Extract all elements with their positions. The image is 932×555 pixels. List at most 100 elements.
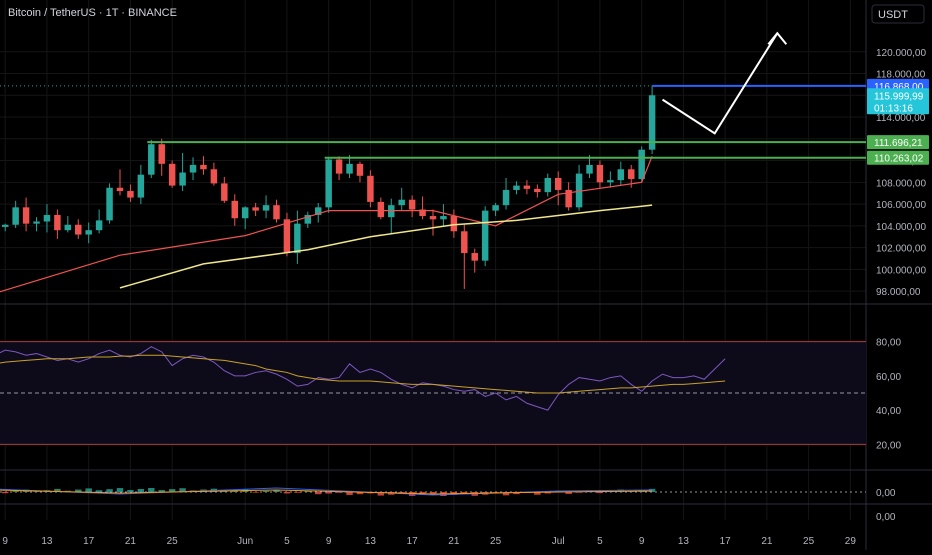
- price-tick-label: 106.000,00: [876, 200, 926, 211]
- trailing-stop-line: [0, 155, 653, 293]
- price-axis[interactable]: 98.000,00 100.000,00 102.000,00 104.000,00 1…: [867, 48, 929, 523]
- candle-body: [575, 173, 583, 208]
- countdown-label: 01:13:16: [874, 103, 913, 114]
- rsi-line: [0, 346, 726, 411]
- time-tick-label: 21: [448, 536, 460, 547]
- time-tick-label: Jul: [552, 536, 565, 547]
- candle-body: [335, 159, 343, 174]
- macd-bar: [252, 492, 259, 493]
- candle-body: [419, 209, 426, 217]
- candle-body: [294, 223, 301, 254]
- rsi-lines: [0, 346, 726, 411]
- candle-body: [648, 95, 656, 150]
- candle-body: [534, 188, 541, 193]
- macd-bar: [262, 490, 270, 492]
- macd-bar: [304, 490, 312, 492]
- time-tick-label: 25: [167, 536, 179, 547]
- currency-button[interactable]: USDT: [871, 4, 925, 24]
- projection-arrowhead: [767, 31, 788, 45]
- macd-bar: [54, 488, 61, 492]
- candle-body: [22, 207, 30, 224]
- macd-bar: [429, 492, 437, 494]
- macd-bar: [575, 492, 583, 493]
- candle-body: [554, 177, 562, 190]
- candle-body: [617, 169, 625, 181]
- candle-body: [502, 189, 510, 206]
- macd-bar: [95, 490, 103, 492]
- price-label-text: 110.263,02: [874, 154, 924, 165]
- currency-label[interactable]: USDT: [878, 9, 908, 21]
- symbol-title: Bitcoin / TetherUS · 1T · BINANCE: [8, 7, 177, 19]
- price-tick-label: 98.000,00: [876, 287, 921, 298]
- macd-bar: [565, 492, 572, 494]
- candle-body: [283, 219, 291, 254]
- candle-body: [106, 187, 113, 221]
- candle-body: [33, 221, 40, 224]
- candle-body: [168, 163, 176, 186]
- candle-body: [304, 214, 312, 224]
- candle-body: [252, 207, 259, 211]
- macd-bar: [314, 492, 322, 495]
- time-tick-label: 21: [761, 536, 773, 547]
- price-label-badge: [867, 135, 929, 150]
- macd-bar: [158, 490, 165, 492]
- candle-body: [127, 191, 134, 198]
- candle-body: [346, 163, 353, 174]
- time-tick-label: 9: [2, 536, 8, 547]
- macd-panel: [0, 487, 866, 496]
- macd-bar: [1, 492, 9, 494]
- candle-body: [221, 183, 228, 201]
- price-label-text: 115.999,99: [874, 91, 924, 102]
- macd-tick-label: 0,00: [876, 488, 896, 499]
- candle-body: [1, 224, 9, 227]
- candle-body: [158, 144, 165, 164]
- candle-body: [471, 253, 478, 261]
- time-tick-label: 17: [720, 536, 732, 547]
- candle-body: [137, 174, 145, 198]
- candle-body: [116, 187, 124, 192]
- candle-body: [492, 205, 499, 211]
- candle-body: [95, 220, 103, 231]
- macd-bar: [137, 489, 145, 492]
- candle-body: [314, 207, 322, 215]
- macd-bar: [273, 490, 280, 492]
- candle-body: [64, 224, 72, 231]
- macd-bar: [283, 492, 291, 494]
- candle-body: [565, 189, 572, 208]
- macd-bar: [85, 488, 92, 492]
- rsi-tick-label: 20,00: [876, 440, 901, 451]
- macd-bar: [75, 489, 82, 492]
- time-axis[interactable]: 9 13 17 21 25 Jun 5 9 13 17 21 25 Jul 5 9 13 17 21 25 29: [2, 536, 856, 547]
- candle-body: [461, 231, 468, 254]
- macd-bar: [168, 489, 176, 492]
- candle-body: [596, 164, 604, 183]
- macd-signal-line: [0, 489, 653, 495]
- candle-body: [356, 163, 364, 176]
- candle-body: [429, 216, 437, 220]
- candle-body: [628, 169, 635, 180]
- macd-bar: [377, 492, 385, 496]
- macd-bar: [33, 491, 40, 492]
- candle-body: [148, 144, 155, 175]
- candle-body: [450, 216, 458, 232]
- candle-body: [189, 164, 197, 173]
- time-tick-label: 13: [365, 536, 377, 547]
- macd-bar: [544, 492, 552, 494]
- candle-body: [241, 207, 249, 219]
- candle-body: [273, 205, 280, 220]
- macd-bar: [294, 492, 301, 493]
- macd-bar: [534, 492, 541, 495]
- time-tick-label: Jun: [237, 536, 253, 547]
- candle-body: [54, 214, 61, 231]
- macd-bar: [325, 492, 332, 494]
- rsi-tick-label: 40,00: [876, 406, 901, 417]
- price-label-badge: [867, 88, 929, 115]
- candle-body: [210, 169, 218, 184]
- candle-body: [325, 159, 332, 208]
- price-label-text: 111.696,21: [874, 138, 923, 149]
- projection-path: [661, 32, 779, 135]
- candle-body: [367, 175, 374, 202]
- candle-body: [481, 210, 489, 261]
- time-tick-label: 29: [845, 536, 857, 547]
- moving-average-line: [119, 204, 653, 289]
